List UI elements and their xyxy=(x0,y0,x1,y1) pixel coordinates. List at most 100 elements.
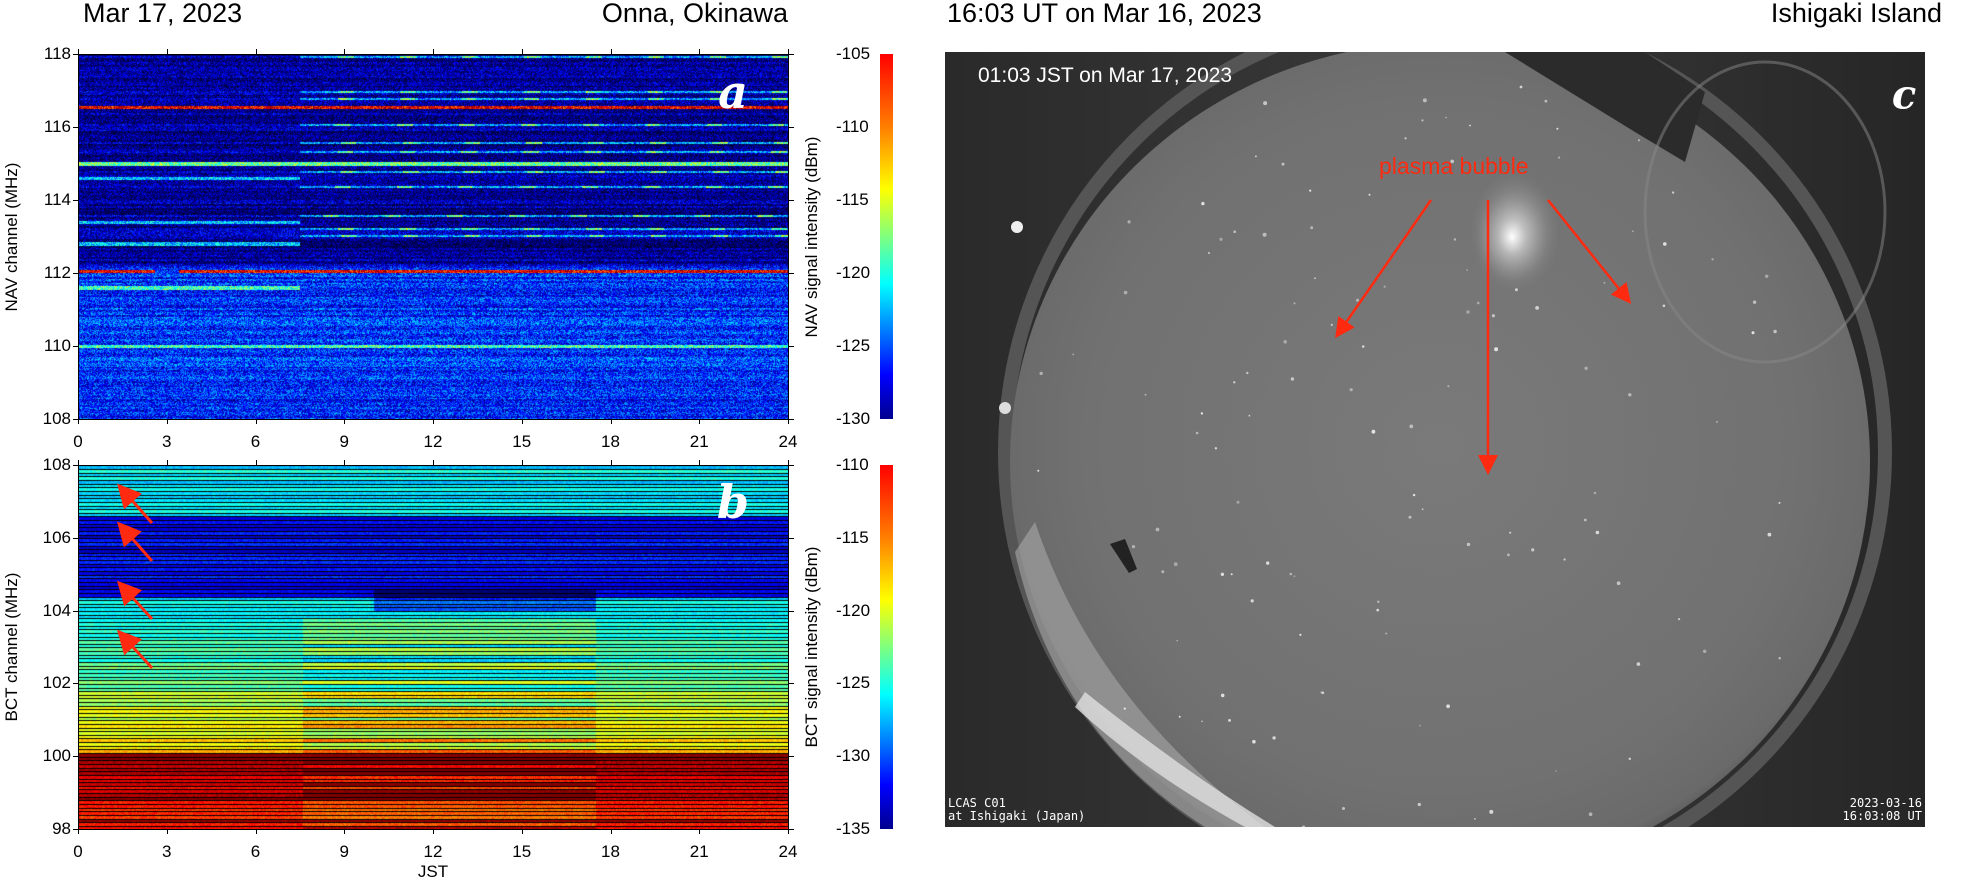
x-tick-label: 24 xyxy=(778,842,798,861)
y-tick-mark xyxy=(73,54,78,55)
bubble-arrow-left xyxy=(1335,199,1433,339)
x-tick-mark xyxy=(255,829,257,834)
star xyxy=(1616,581,1621,585)
x-tick-mark-top xyxy=(699,460,701,465)
x-tick-mark-top xyxy=(699,49,701,54)
star xyxy=(1514,288,1518,292)
star xyxy=(1281,162,1285,166)
y-tick-mark-right xyxy=(788,537,794,539)
y-tick-label: 106 xyxy=(42,527,71,547)
star xyxy=(1466,310,1470,314)
star xyxy=(1293,575,1296,578)
x-tick-label: 24 xyxy=(778,432,798,451)
x-tick-label: 12 xyxy=(423,432,443,451)
star xyxy=(1330,323,1333,326)
date-title: Mar 17, 2023 xyxy=(83,0,243,28)
star xyxy=(1123,707,1126,710)
star xyxy=(1662,304,1666,308)
colorbar-tick-label: -120 xyxy=(836,600,871,620)
star xyxy=(1558,156,1561,159)
star xyxy=(1376,608,1380,612)
y-tick-mark xyxy=(73,419,78,420)
colorbar-tick-label: -105 xyxy=(836,44,871,63)
x-tick-label: 15 xyxy=(512,432,532,451)
star xyxy=(1544,99,1548,103)
star xyxy=(1178,715,1181,718)
x-tick-mark xyxy=(166,419,168,424)
bubble-arrow-right xyxy=(1547,199,1632,304)
y-tick-mark-right xyxy=(788,465,794,466)
x-tick-mark xyxy=(521,419,523,424)
x-tick-label: 9 xyxy=(339,842,349,861)
camera-info: LCAS C01 at Ishigaki (Japan) xyxy=(948,797,1085,823)
star xyxy=(1220,693,1225,698)
star xyxy=(1595,530,1600,535)
star xyxy=(1494,347,1499,352)
location-title-onna: Onna, Okinawa xyxy=(601,0,788,28)
x-tick-mark xyxy=(433,829,434,834)
star xyxy=(1446,704,1450,709)
x-tick-label: 21 xyxy=(689,842,709,861)
colorbar-tick-label: -115 xyxy=(836,190,869,209)
star xyxy=(1290,377,1295,381)
star xyxy=(1453,238,1457,241)
star xyxy=(1466,542,1471,547)
star xyxy=(1563,558,1566,561)
star xyxy=(1201,720,1203,723)
colorbar-tick-label: -115 xyxy=(836,527,869,547)
star xyxy=(1628,757,1631,760)
y-tick-mark xyxy=(73,610,78,612)
star xyxy=(1583,518,1587,522)
x-tick-label: 6 xyxy=(250,432,261,451)
star xyxy=(1445,116,1447,119)
star xyxy=(1037,469,1040,472)
all-sky-image: 01:03 JST on Mar 17, 2023 c plasma bubbl… xyxy=(945,52,1925,827)
y-tick-mark-right xyxy=(788,200,794,201)
star xyxy=(1555,770,1557,772)
star xyxy=(1233,381,1236,384)
x-tick-mark-top xyxy=(433,49,434,54)
colorbar-a xyxy=(880,54,893,419)
star xyxy=(1678,618,1681,621)
y-tick-label: 118 xyxy=(43,44,71,63)
jst-time-overlay: 01:03 JST on Mar 17, 2023 xyxy=(978,64,1233,87)
star xyxy=(1250,599,1254,603)
red-arrow-1 xyxy=(117,483,154,524)
star xyxy=(1310,226,1314,230)
y-tick-label: 100 xyxy=(42,746,71,766)
star xyxy=(1631,230,1634,233)
colorbar-tick-label: -135 xyxy=(836,819,871,838)
star xyxy=(1072,353,1075,356)
star xyxy=(1778,501,1781,504)
colorbar-tick-label: -110 xyxy=(836,455,869,474)
star xyxy=(1636,662,1641,666)
x-tick-label: 6 xyxy=(250,842,261,861)
x-tick-mark xyxy=(433,419,434,424)
star xyxy=(1131,545,1136,549)
x-tick-mark xyxy=(699,419,701,424)
colorbar-b xyxy=(880,465,893,829)
x-tick-label: 9 xyxy=(339,432,349,451)
x-tick-mark-top xyxy=(255,460,257,465)
panel-label-c: c xyxy=(1891,71,1917,119)
x-tick-mark-top xyxy=(433,460,434,465)
x-tick-label: 0 xyxy=(73,432,83,451)
location-title-ishigaki: Ishigaki Island xyxy=(1770,0,1942,28)
y-tick-mark xyxy=(73,756,78,758)
stamp-time: 16:03:08 UT xyxy=(1842,809,1922,823)
star xyxy=(1123,290,1128,295)
star xyxy=(1207,251,1211,255)
x-tick-mark xyxy=(521,829,523,834)
star xyxy=(1417,802,1421,807)
star xyxy=(1228,719,1231,722)
star xyxy=(1593,491,1597,495)
x-tick-label: 3 xyxy=(162,842,172,861)
star xyxy=(1293,302,1296,305)
x-tick-mark-top xyxy=(166,460,168,465)
y-tick-mark xyxy=(73,273,78,274)
star xyxy=(1773,329,1777,334)
star xyxy=(1422,98,1427,103)
x-tick-mark-top xyxy=(521,460,523,465)
y-tick-mark xyxy=(73,346,78,347)
y-tick-mark-right xyxy=(788,419,794,420)
